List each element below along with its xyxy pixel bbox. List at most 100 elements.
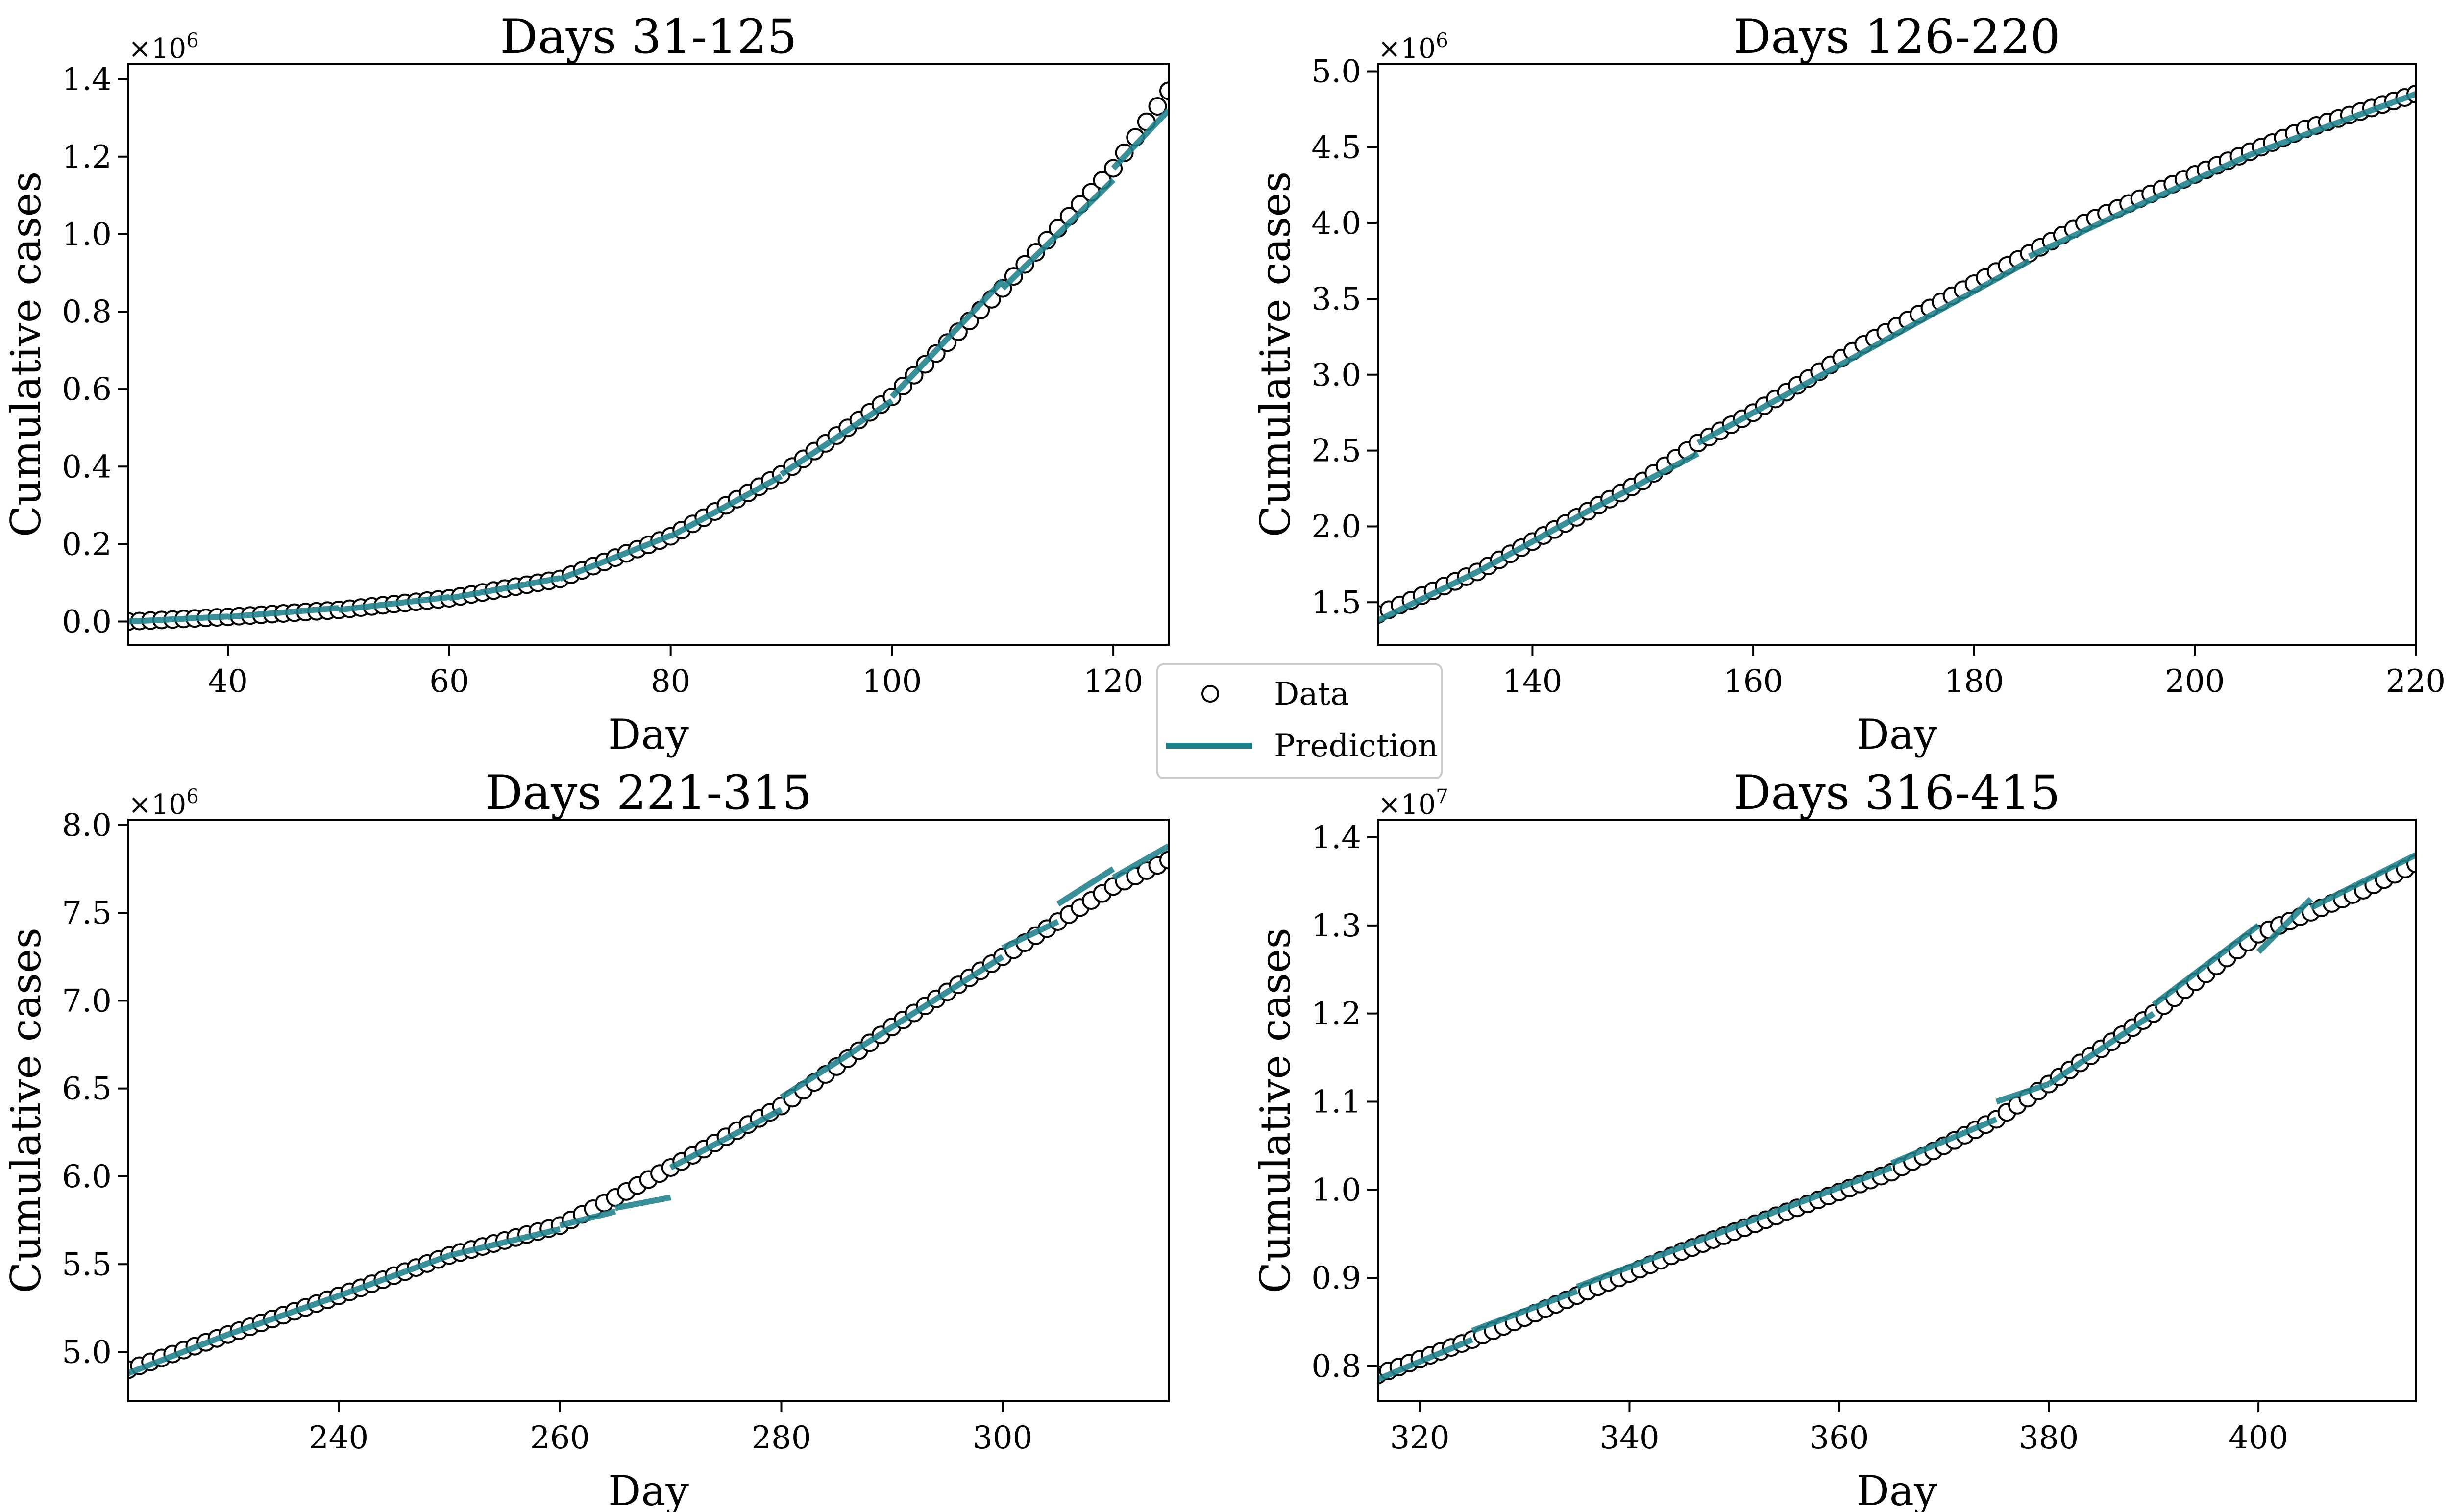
prediction-segment <box>227 1293 340 1338</box>
y-tick-label: 2.5 <box>1311 433 1361 469</box>
y-tick-label: 0.0 <box>62 604 112 640</box>
axis-multiplier: ×106 <box>128 29 199 65</box>
x-tick-label: 140 <box>1502 663 1562 700</box>
y-tick-label: 7.5 <box>62 895 112 931</box>
x-tick-label: 120 <box>1083 663 1143 700</box>
x-axis-label: Day <box>608 1467 689 1512</box>
axes-frame <box>1377 819 2417 1402</box>
x-tick-label: 380 <box>2019 1420 2079 1456</box>
x-tick-label: 200 <box>2165 663 2225 700</box>
prediction-segment <box>1112 843 1169 880</box>
prediction-segment <box>1681 1204 1788 1250</box>
x-tick-label: 300 <box>973 1420 1032 1456</box>
y-tick-label: 0.4 <box>62 449 112 485</box>
prediction-segment <box>2249 91 2416 158</box>
y-tick-label: 7.0 <box>62 983 112 1019</box>
y-tick-label: 4.5 <box>1311 129 1361 166</box>
legend-data-label: Data <box>1274 676 1349 712</box>
x-axis-label: Day <box>1857 710 1937 758</box>
y-tick-label: 1.0 <box>62 217 112 253</box>
data-point <box>1159 81 1169 100</box>
x-tick-label: 80 <box>651 663 690 700</box>
y-axis-label: Cumulative cases <box>2 171 50 537</box>
y-axis-label: Cumulative cases <box>1251 171 1299 537</box>
y-tick-label: 5.0 <box>62 1335 112 1371</box>
y-tick-label: 1.3 <box>1311 908 1361 944</box>
prediction-segment <box>448 1226 561 1259</box>
plot-area <box>1378 852 2416 1385</box>
x-tick-label: 280 <box>751 1420 811 1456</box>
y-tick-label: 1.5 <box>1311 585 1361 621</box>
prediction-segment <box>128 1332 229 1376</box>
prediction-segment <box>1576 1244 1683 1290</box>
chart-panel-1: Days 31-125 ×106 40 60 80 100 120 0.0 0.2 0.4 0.6 0… <box>2 9 1170 758</box>
prediction-segment <box>1378 569 1479 623</box>
plot-area <box>128 843 1169 1379</box>
chart-title: Days 316-415 <box>1733 765 2060 820</box>
prediction-segment <box>780 1024 894 1100</box>
prediction-segment <box>1056 866 1115 907</box>
prediction-segment <box>2047 1011 2156 1087</box>
y-tick-label: 0.6 <box>62 371 112 408</box>
prediction-segment <box>1001 919 1059 951</box>
axis-multiplier: ×106 <box>128 785 199 821</box>
x-tick-label: 60 <box>429 663 469 700</box>
x-tick-label: 180 <box>1944 663 2004 700</box>
x-tick-label: 160 <box>1723 663 1783 700</box>
y-tick-label: 6.5 <box>62 1071 112 1107</box>
chart-title: Days 31-125 <box>500 9 797 64</box>
prediction-segment <box>2256 897 2313 954</box>
y-tick-label: 5.0 <box>1311 53 1361 90</box>
legend-prediction-label: Prediction <box>1274 728 1438 764</box>
y-tick-label: 6.0 <box>62 1159 112 1195</box>
prediction-segment <box>780 398 894 477</box>
legend-data-marker <box>1201 685 1219 703</box>
y-tick-label: 1.4 <box>1311 820 1361 856</box>
y-tick-label: 8.0 <box>62 807 112 844</box>
y-tick-label: 1.2 <box>1311 996 1361 1032</box>
y-tick-label: 1.0 <box>1311 1172 1361 1208</box>
data-point <box>1148 97 1167 116</box>
chart-panel-2: Days 126-220 ×106 140 160 180 200 220 1.5 2.0 2.5… <box>1251 9 2446 758</box>
chart-panel-4: Days 316-415 ×107 320 340 360 380 400 0.8 0.9 1.0… <box>1251 765 2417 1512</box>
prediction-segment <box>1001 177 1116 291</box>
axes-frame <box>127 819 1170 1402</box>
prediction-segment <box>2138 152 2252 208</box>
x-tick-label: 340 <box>1599 1420 1659 1456</box>
prediction-segment <box>2028 202 2141 259</box>
y-tick-label: 3.5 <box>1311 281 1361 317</box>
y-tick-label: 1.2 <box>62 139 112 175</box>
prediction-segment <box>1111 108 1169 171</box>
data-point <box>1159 851 1169 870</box>
prediction-segment <box>128 613 228 625</box>
axis-multiplier: ×107 <box>1378 785 1448 821</box>
axis-multiplier: ×106 <box>1378 29 1448 65</box>
prediction-segment <box>1786 1165 1893 1210</box>
prediction-segment <box>1995 1081 2050 1105</box>
y-tick-label: 0.8 <box>1311 1348 1361 1385</box>
prediction-segment <box>448 575 561 602</box>
chart-panel-3: Days 221-315 ×106 240 260 280 300 5.0 5.5 6.0 6.5… <box>2 765 1170 1512</box>
y-tick-label: 0.9 <box>1311 1260 1361 1296</box>
x-tick-label: 400 <box>2229 1420 2288 1456</box>
prediction-segment <box>669 473 783 539</box>
prediction-segment <box>559 533 672 582</box>
prediction-segment <box>614 1195 671 1211</box>
x-tick-label: 360 <box>1809 1420 1869 1456</box>
legend: Data Prediction <box>1156 663 1443 779</box>
prediction-segment <box>1917 258 2031 324</box>
chart-title: Days 221-315 <box>485 765 812 820</box>
y-tick-label: 4.0 <box>1311 205 1361 242</box>
prediction-segment <box>227 605 339 620</box>
prediction-segment <box>338 594 450 613</box>
y-tick-label: 3.0 <box>1311 357 1361 393</box>
prediction-segment <box>890 278 1005 399</box>
plot-area <box>1378 84 2416 624</box>
plot-area <box>128 81 1169 631</box>
y-tick-label: 0.8 <box>62 294 112 330</box>
prediction-segment <box>1586 451 1700 514</box>
y-axis-label: Cumulative cases <box>1251 927 1299 1293</box>
prediction-segment <box>1475 509 1589 575</box>
prediction-segment <box>559 1208 616 1229</box>
